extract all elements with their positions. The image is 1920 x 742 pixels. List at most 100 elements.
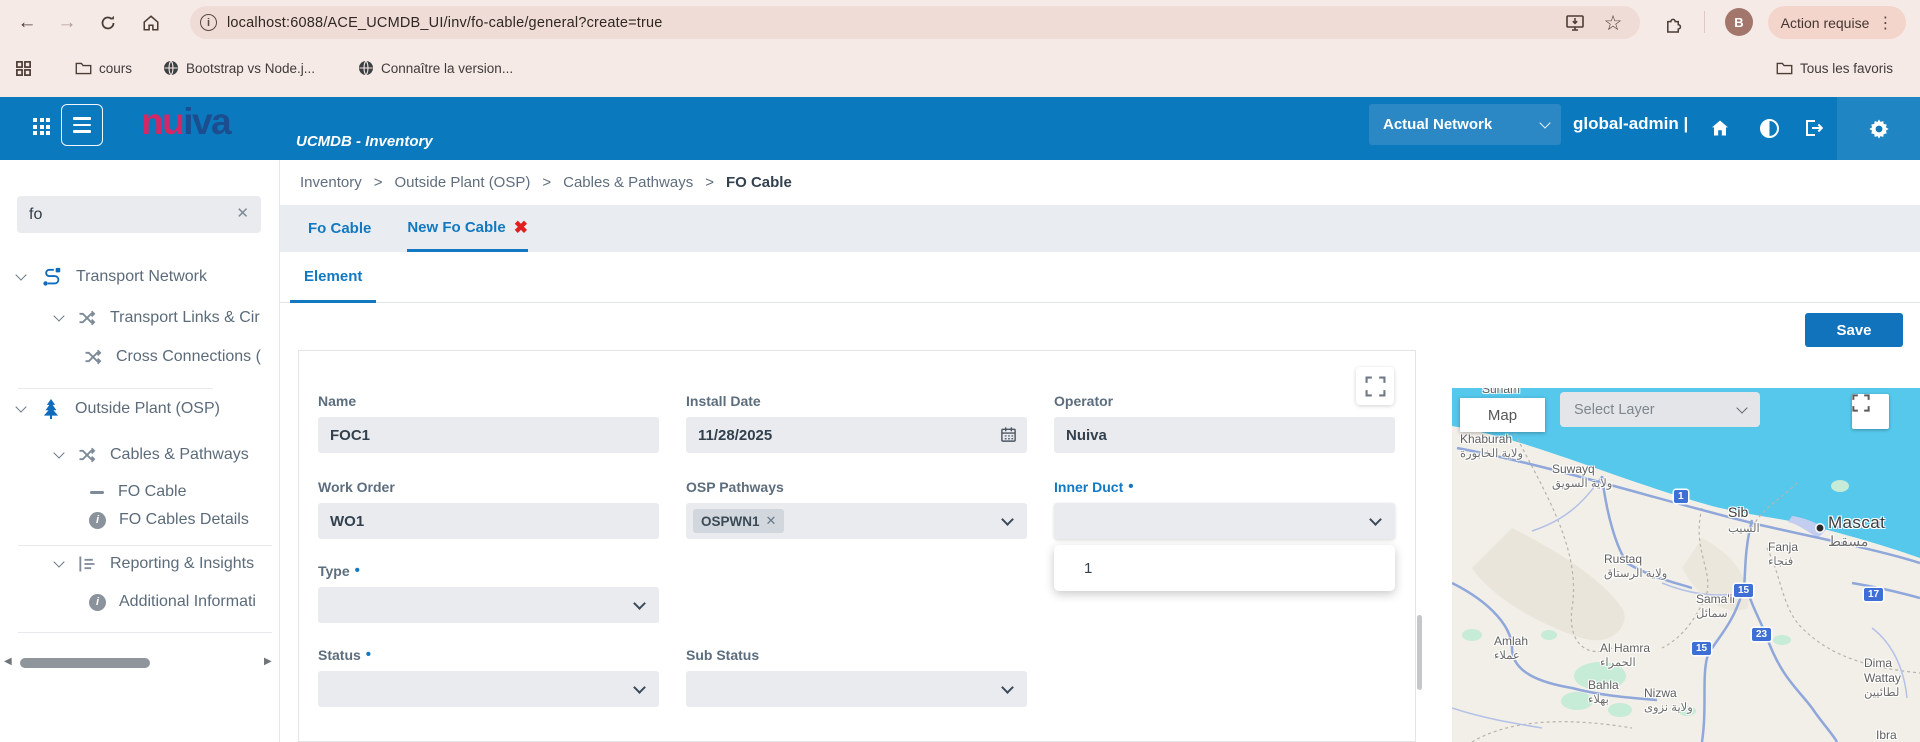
chrome-menu-icon[interactable]: ⋮	[1877, 14, 1894, 32]
tab-new-fo-cable[interactable]: New Fo Cable ✖	[407, 205, 528, 252]
form-scrollbar-thumb[interactable]	[1417, 615, 1422, 690]
field-osp-pathways: OSP Pathways OSPWN1 ✕	[686, 479, 1027, 539]
breadcrumb: Inventory > Outside Plant (OSP) > Cables…	[280, 160, 1920, 205]
network-selector[interactable]: Actual Network	[1369, 104, 1561, 145]
field-type: Type •	[318, 563, 659, 623]
profile-avatar[interactable]: B	[1725, 8, 1753, 36]
report-icon	[79, 556, 95, 572]
sub-status-select[interactable]	[686, 671, 1027, 707]
clear-search-icon[interactable]: ✕	[236, 205, 249, 222]
route-shield-1: 1	[1674, 490, 1688, 503]
shuffle-icon	[79, 447, 96, 463]
osp-pathways-select[interactable]: OSPWN1 ✕	[686, 503, 1027, 539]
map-type-button[interactable]: Map	[1460, 398, 1545, 432]
chevron-down-icon[interactable]	[53, 447, 65, 459]
sidebar-horizontal-scrollbar[interactable]: ◀ ▶	[0, 655, 280, 671]
extensions-icon[interactable]	[1658, 8, 1688, 38]
layer-select[interactable]: Select Layer	[1560, 392, 1760, 427]
waffle-menu-icon[interactable]	[33, 118, 50, 135]
bookmark-connaitre[interactable]: Connaître la version...	[358, 55, 513, 81]
chevron-down-icon	[633, 597, 646, 610]
chevron-down-icon[interactable]	[53, 310, 65, 322]
breadcrumb-osp[interactable]: Outside Plant (OSP)	[394, 174, 531, 191]
field-sub-status: Sub Status	[686, 647, 1027, 707]
fo-cable-form-card: Name Install Date Operator Work Order OS…	[298, 350, 1416, 742]
home-icon[interactable]	[1703, 111, 1737, 145]
sidebar-divider	[18, 545, 272, 546]
url-bar[interactable]: i localhost:6088/ACE_UCMDB_UI/inv/fo-cab…	[190, 6, 1640, 39]
map-label-dima-wattay: Dima Wattay لطائيين	[1864, 656, 1901, 699]
page-info-icon[interactable]: i	[200, 14, 217, 31]
install-app-icon[interactable]	[1560, 8, 1590, 38]
sidebar-item-fo-cable[interactable]: FO Cable	[0, 477, 280, 507]
name-input[interactable]	[318, 417, 659, 453]
home-icon[interactable]	[136, 8, 166, 38]
toolbar-divider	[1704, 11, 1705, 33]
chevron-down-icon[interactable]	[15, 269, 27, 281]
route-shield-17: 17	[1864, 588, 1884, 601]
fullscreen-icon	[1365, 376, 1385, 396]
breadcrumb-cables-pathways[interactable]: Cables & Pathways	[563, 174, 694, 191]
breadcrumb-separator: >	[542, 174, 552, 191]
apps-grid-icon[interactable]	[15, 55, 32, 81]
map-fullscreen-button[interactable]	[1852, 394, 1889, 429]
bookmark-cours[interactable]: cours	[75, 55, 132, 81]
close-tab-icon[interactable]: ✖	[513, 217, 528, 237]
field-status: Status •	[318, 647, 659, 707]
route-shield-15b: 15	[1692, 642, 1712, 655]
sidebar-item-fo-cables-details[interactable]: i FO Cables Details	[0, 505, 280, 535]
scroll-right-icon[interactable]: ▶	[264, 656, 272, 667]
bookmark-star-icon[interactable]: ☆	[1603, 11, 1623, 35]
sidebar-item-transport-links[interactable]: Transport Links & Cir	[0, 303, 280, 333]
sidebar-item-cables-pathways[interactable]: Cables & Pathways	[0, 440, 280, 470]
settings-button[interactable]	[1837, 97, 1920, 160]
all-favorites[interactable]: Tous les favoris	[1776, 55, 1893, 81]
profile-action-button[interactable]: Action requise ⋮	[1768, 6, 1906, 39]
tab-bar: Fo Cable New Fo Cable ✖	[280, 205, 1920, 252]
remove-chip-icon[interactable]: ✕	[765, 513, 777, 528]
back-icon[interactable]: ←	[17, 12, 37, 33]
dropdown-option-1[interactable]: 1	[1084, 559, 1093, 577]
type-select[interactable]	[318, 587, 659, 623]
scroll-left-icon[interactable]: ◀	[4, 656, 12, 667]
sidebar-item-reporting-insights[interactable]: Reporting & Insights	[0, 549, 280, 579]
chevron-down-icon[interactable]	[15, 401, 27, 413]
work-order-input[interactable]	[318, 503, 659, 539]
tab-fo-cable[interactable]: Fo Cable	[308, 220, 372, 237]
sidebar-item-additional-information[interactable]: i Additional Informati	[0, 587, 280, 617]
status-select[interactable]	[318, 671, 659, 707]
operator-input[interactable]	[1054, 417, 1395, 453]
field-install-date: Install Date	[686, 393, 1027, 453]
bookmark-bootstrap[interactable]: Bootstrap vs Node.j...	[163, 55, 315, 81]
refresh-icon[interactable]	[93, 8, 123, 38]
map-label-nizwa: Nizwa ولاية نزوى	[1644, 686, 1693, 714]
search-input[interactable]	[29, 196, 229, 233]
scrollbar-thumb[interactable]	[20, 658, 150, 668]
save-button[interactable]: Save	[1805, 313, 1903, 347]
breadcrumb-separator: >	[705, 174, 714, 191]
hamburger-menu-button[interactable]	[61, 104, 103, 146]
sidebar-item-transport-network[interactable]: Transport Network	[0, 262, 280, 292]
map-panel[interactable]: Suham Khaburah ولاية الخابورة Suwayq ولاية…	[1452, 388, 1920, 742]
forward-icon[interactable]: →	[57, 12, 77, 33]
info-icon: i	[89, 511, 106, 529]
chevron-down-icon	[1369, 513, 1382, 526]
globe-icon	[164, 60, 178, 76]
inner-duct-select[interactable]	[1054, 503, 1395, 539]
breadcrumb-inventory[interactable]: Inventory	[300, 174, 362, 191]
map-label-suwayq: Suwayq ولاية السويق	[1552, 462, 1613, 490]
chevron-down-icon	[1001, 681, 1014, 694]
route-icon	[43, 267, 61, 286]
map-label-bahla: Bahla بهلاء	[1588, 678, 1619, 706]
contrast-icon[interactable]	[1752, 111, 1786, 145]
calendar-icon[interactable]	[1000, 426, 1017, 448]
shuffle-icon	[85, 349, 102, 365]
sidebar-item-cross-connections[interactable]: Cross Connections (	[0, 342, 280, 372]
sidebar-item-outside-plant[interactable]: Outside Plant (OSP)	[0, 394, 280, 424]
install-date-input[interactable]	[686, 417, 1027, 453]
chevron-down-icon[interactable]	[53, 556, 65, 568]
tab-element[interactable]: Element	[290, 252, 377, 303]
logout-icon[interactable]	[1796, 111, 1830, 145]
sidebar-divider	[18, 388, 213, 389]
expand-form-button[interactable]	[1356, 367, 1394, 405]
